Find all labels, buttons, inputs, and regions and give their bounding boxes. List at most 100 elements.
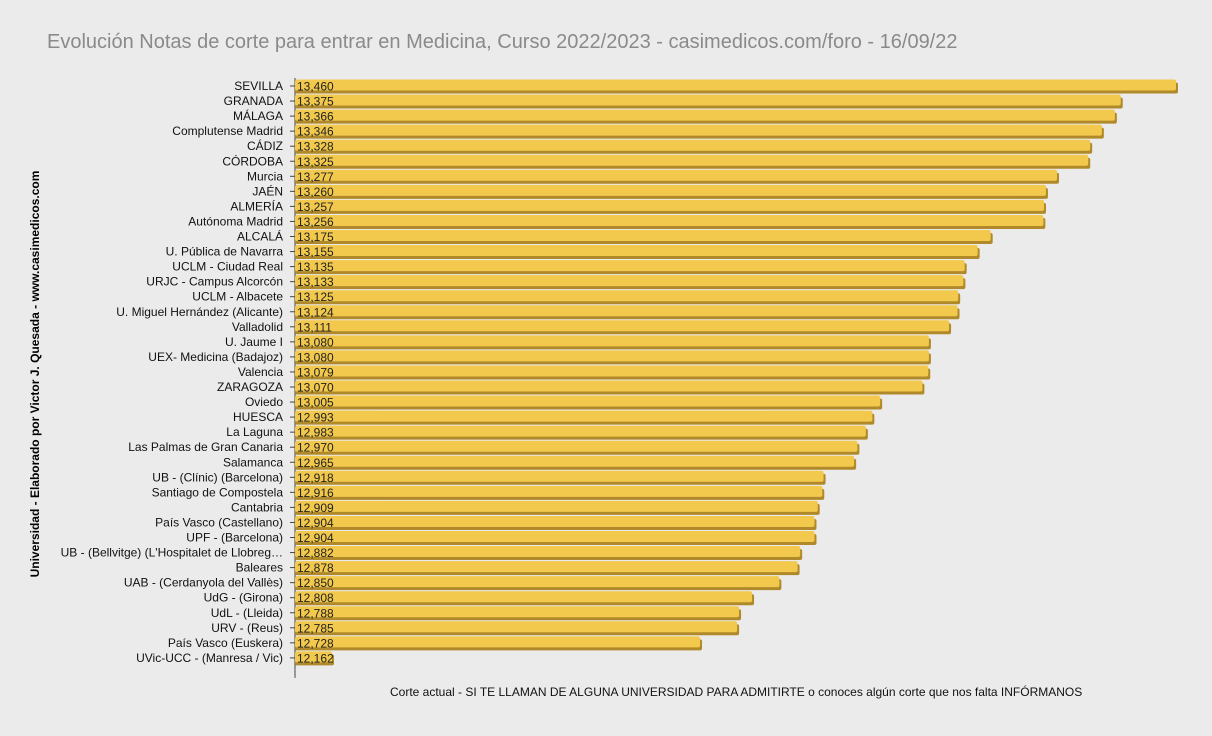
bar bbox=[295, 470, 824, 482]
category-label: UAB - (Cerdanyola del Vallès) bbox=[124, 576, 283, 590]
bar bbox=[295, 275, 964, 287]
value-label: 13,366 bbox=[297, 110, 334, 124]
category-label: Valencia bbox=[238, 365, 283, 379]
bar bbox=[295, 350, 929, 362]
bar bbox=[295, 636, 701, 648]
category-label: UPF - (Barcelona) bbox=[186, 531, 283, 545]
category-label: Oviedo bbox=[245, 395, 283, 409]
bar bbox=[295, 154, 1089, 166]
bar bbox=[295, 395, 881, 407]
category-label: URV - (Reus) bbox=[211, 621, 283, 635]
category-label: UdL - (Lleida) bbox=[211, 606, 283, 620]
bar bbox=[295, 320, 950, 332]
bar bbox=[295, 576, 780, 588]
bar bbox=[295, 561, 798, 573]
bar bbox=[295, 440, 858, 452]
value-label: 13,124 bbox=[297, 305, 334, 319]
category-label: Autónoma Madrid bbox=[188, 214, 283, 228]
category-label: País Vasco (Euskera) bbox=[168, 636, 283, 650]
value-label: 12,788 bbox=[297, 606, 334, 620]
bar bbox=[295, 79, 1176, 91]
bar bbox=[295, 290, 959, 302]
category-label: U. Jaume I bbox=[225, 335, 283, 349]
bar bbox=[295, 305, 958, 317]
category-label: GRANADA bbox=[224, 94, 283, 108]
value-label: 12,918 bbox=[297, 471, 334, 485]
category-label: UB - (Bellvitge) (L'Hospitalet de Llobre… bbox=[61, 546, 283, 560]
category-label: UB - (Clínic) (Barcelona) bbox=[152, 470, 283, 484]
category-label: Valladolid bbox=[232, 320, 283, 334]
value-label: 12,850 bbox=[297, 576, 334, 590]
value-label: 13,260 bbox=[297, 185, 334, 199]
bar bbox=[295, 591, 753, 603]
value-label: 12,983 bbox=[297, 426, 334, 440]
value-label: 13,079 bbox=[297, 365, 334, 379]
value-label: 13,277 bbox=[297, 170, 334, 184]
category-label: U. Pública de Navarra bbox=[166, 245, 284, 259]
value-label: 13,111 bbox=[297, 320, 332, 334]
value-label: 12,993 bbox=[297, 411, 334, 425]
bar bbox=[295, 546, 801, 558]
category-label: ALCALÁ bbox=[237, 229, 283, 244]
bar bbox=[295, 335, 929, 347]
category-label: SEVILLA bbox=[234, 79, 283, 93]
bar bbox=[295, 169, 1058, 181]
value-label: 13,256 bbox=[297, 215, 334, 229]
bar bbox=[295, 214, 1044, 226]
bar bbox=[295, 184, 1046, 196]
category-label: Murcia bbox=[247, 169, 283, 183]
value-label: 13,328 bbox=[297, 140, 334, 154]
category-label: JAÉN bbox=[252, 183, 283, 198]
value-label: 13,133 bbox=[297, 275, 334, 289]
value-label: 12,904 bbox=[297, 531, 334, 545]
category-label: Baleares bbox=[236, 561, 283, 575]
category-label: UVic-UCC - (Manresa / Vic) bbox=[136, 651, 283, 665]
value-label: 13,125 bbox=[297, 290, 334, 304]
bar bbox=[295, 500, 818, 512]
value-label: 13,080 bbox=[297, 350, 334, 364]
value-label: 12,916 bbox=[297, 486, 334, 500]
category-label: ZARAGOZA bbox=[217, 380, 283, 394]
bar bbox=[295, 260, 965, 272]
value-label: 13,460 bbox=[297, 80, 334, 94]
value-label: 12,878 bbox=[297, 561, 334, 575]
value-label: 13,005 bbox=[297, 396, 334, 410]
value-label: 13,257 bbox=[297, 200, 334, 214]
category-label: Salamanca bbox=[223, 455, 283, 469]
bar bbox=[295, 365, 929, 377]
value-label: 13,135 bbox=[297, 260, 334, 274]
category-label: U. Miguel Hernández (Alicante) bbox=[116, 305, 283, 319]
value-label: 12,785 bbox=[297, 621, 334, 635]
bar bbox=[295, 531, 815, 542]
bar bbox=[295, 621, 738, 633]
value-label: 13,175 bbox=[297, 230, 334, 244]
category-label: UCLM - Albacete bbox=[192, 290, 283, 304]
category-label: Cantabria bbox=[231, 500, 283, 514]
value-label: 12,728 bbox=[297, 636, 334, 650]
category-label: País Vasco (Castellano) bbox=[155, 515, 283, 529]
category-label: UEX- Medicina (Badajoz) bbox=[148, 350, 283, 364]
category-label: CÁDIZ bbox=[247, 138, 283, 153]
value-label: 12,162 bbox=[297, 651, 334, 665]
bar bbox=[295, 199, 1045, 211]
value-label: 12,909 bbox=[297, 501, 334, 515]
bar bbox=[295, 651, 332, 663]
category-label: ALMERÍA bbox=[230, 198, 283, 213]
bar bbox=[295, 425, 866, 437]
bar bbox=[295, 455, 855, 467]
category-label: Santiago de Compostela bbox=[152, 485, 284, 499]
value-label: 13,325 bbox=[297, 155, 334, 169]
bar bbox=[295, 230, 991, 241]
bar bbox=[295, 109, 1115, 121]
bar bbox=[295, 410, 873, 422]
category-label: CÓRDOBA bbox=[222, 153, 283, 168]
value-label: 13,155 bbox=[297, 245, 334, 259]
category-label: UdG - (Girona) bbox=[204, 591, 283, 605]
category-label: La Laguna bbox=[226, 425, 283, 439]
bar bbox=[295, 245, 978, 257]
value-label: 12,882 bbox=[297, 546, 334, 560]
value-label: 12,965 bbox=[297, 456, 334, 470]
chart-title: Evolución Notas de corte para entrar en … bbox=[47, 31, 958, 53]
bar bbox=[295, 94, 1121, 106]
